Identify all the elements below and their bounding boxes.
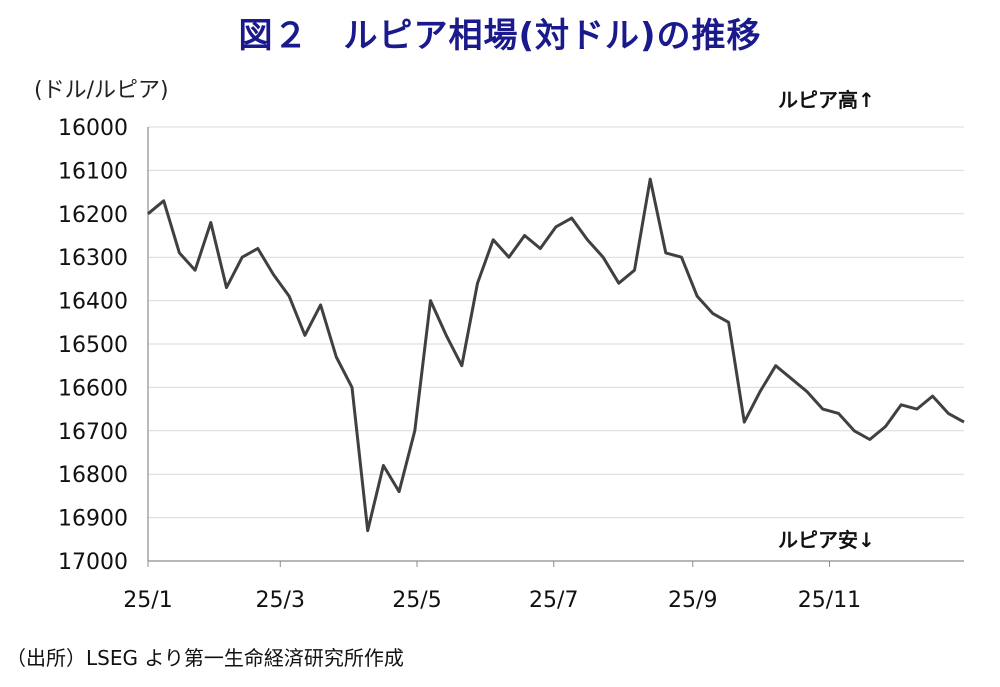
chart-title: 図２ ルピア相場(対ドル)の推移 (238, 16, 762, 56)
x-tick-label-1: 25/3 (256, 588, 305, 613)
y-tick-label-16300: 16300 (58, 246, 128, 271)
y-tick-label-16900: 16900 (58, 507, 128, 532)
series-line-rupiah (147, 177, 965, 533)
y-tick-label-17000: 17000 (58, 550, 128, 575)
y-tick-label-16800: 16800 (58, 463, 128, 488)
x-tick-label-2: 25/5 (392, 588, 441, 613)
x-tick-label-0: 25/1 (123, 588, 172, 613)
y-tick-label-16600: 16600 (58, 376, 128, 401)
axes (147, 127, 964, 562)
series-group (147, 177, 965, 533)
y-tick-label-16700: 16700 (58, 420, 128, 445)
x-tick-label-4: 25/9 (668, 588, 717, 613)
gridlines (148, 126, 964, 562)
y-tick-label-16100: 16100 (58, 159, 128, 184)
y-axis-ticks: 16000 16100 16200 16300 16400 16500 16600 16700… (58, 116, 128, 575)
x-tick-label-3: 25/7 (529, 588, 578, 613)
y-tick-label-16000: 16000 (58, 116, 128, 141)
rupiah-weak-annotation: ルピア安↓ (778, 528, 875, 552)
y-tick-label-16500: 16500 (58, 333, 128, 358)
x-tick-label-5: 25/11 (798, 588, 861, 613)
y-tick-label-16400: 16400 (58, 290, 128, 315)
y-axis-unit-label: (ドル/ルピア) (34, 78, 169, 103)
y-tick-label-16200: 16200 (58, 203, 128, 228)
rupiah-strong-annotation: ルピア高↑ (778, 88, 875, 112)
source-note: （出所）LSEG より第一生命経済研究所作成 (6, 646, 404, 670)
x-axis-ticks: 25/1 25/3 25/5 25/7 25/9 25/11 (123, 561, 861, 613)
